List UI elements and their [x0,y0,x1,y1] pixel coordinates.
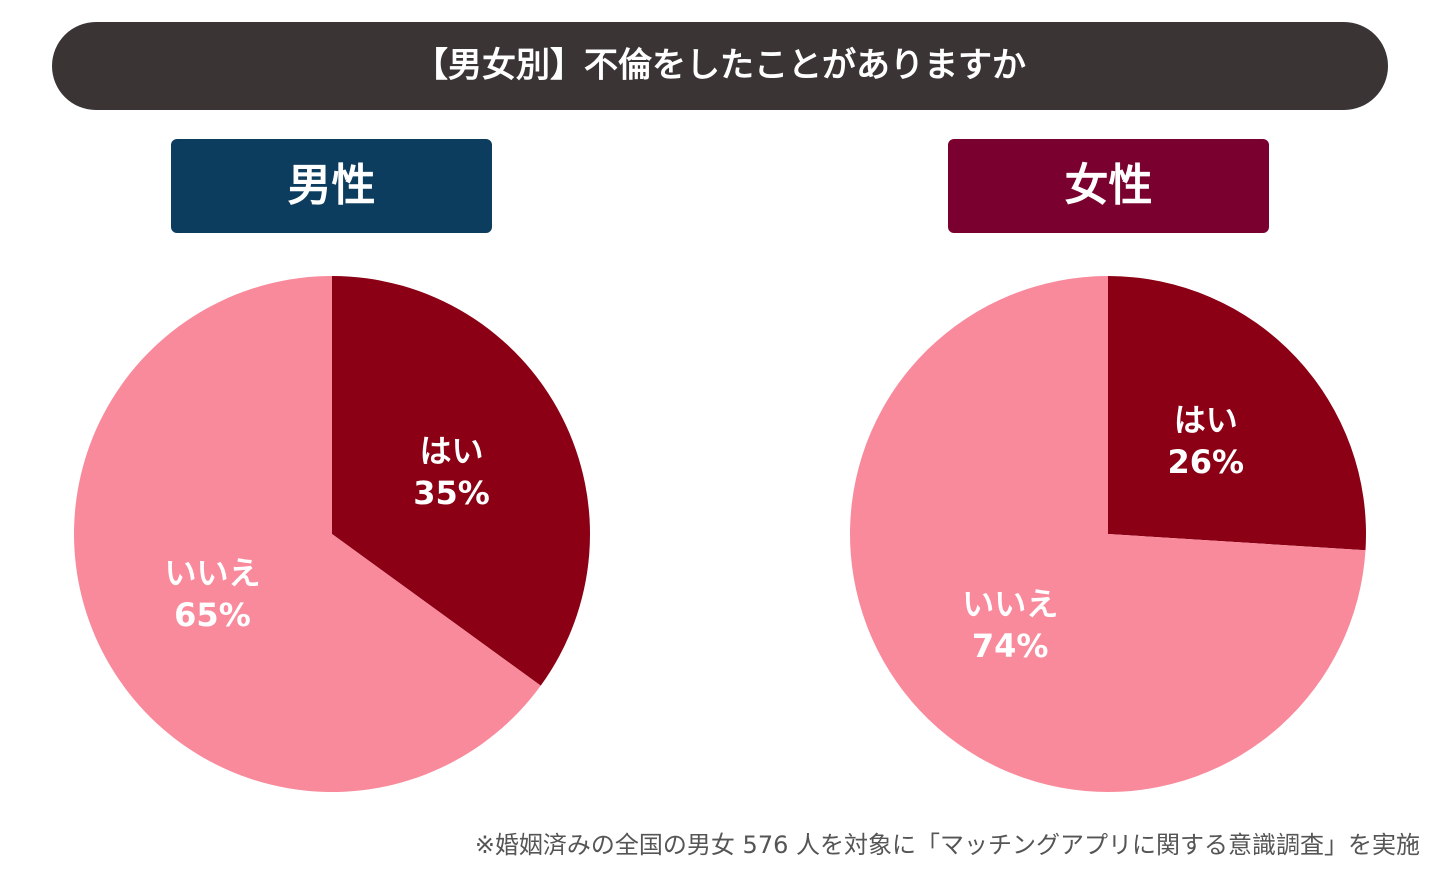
footnote: ※婚姻済みの全国の男女 576 人を対象に「マッチングアプリに関する意識調査」を… [475,831,1420,859]
slice-category: はい [420,432,484,470]
slice-value-label: 26% [1168,443,1245,481]
slice-value-label: 35% [413,474,490,512]
slice-category: はい [1174,401,1238,439]
slice-category: いいえ [164,554,260,592]
title-pill [52,22,1388,110]
slice-value-label: 65% [174,596,251,634]
slice-value-label: 74% [972,627,1049,665]
pie-slice [332,276,591,686]
page-title: 【男女別】不倫をしたことがありますか [414,46,1026,86]
pie-slice [1108,276,1366,551]
chart-title: 男性 [288,160,376,211]
slice-category: いいえ [962,585,1058,623]
chart-header [171,139,492,233]
pie-slice [849,276,1366,792]
chart-header [948,139,1269,233]
pie-slice [73,276,541,792]
chart-title: 女性 [1065,160,1153,211]
